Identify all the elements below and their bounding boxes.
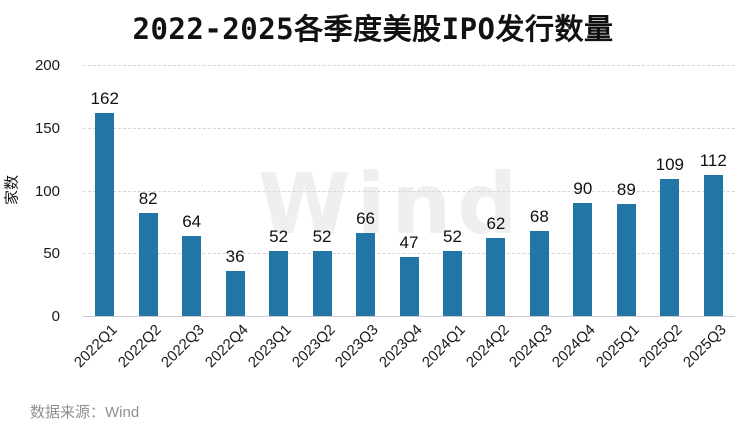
bar-2025Q2 [660, 179, 680, 316]
bar-value-2022Q4: 36 [225, 246, 245, 266]
gridline-200 [83, 65, 735, 66]
bar-2022Q1 [95, 112, 115, 316]
bar-value-2025Q2: 109 [655, 155, 684, 175]
x-tick-2024Q1: 2024Q1 [419, 321, 469, 372]
x-tick-2025Q2: 2025Q2 [636, 321, 687, 372]
bar-value-2024Q1: 52 [442, 226, 462, 246]
x-axis-line [83, 316, 735, 317]
x-tick-2023Q3: 2023Q3 [332, 321, 382, 372]
gridline-100 [83, 190, 735, 192]
bar-2023Q4 [399, 257, 419, 316]
y-tick-100: 100 [34, 182, 60, 200]
bar-value-2025Q1: 89 [616, 180, 636, 200]
bar-2024Q4 [573, 203, 593, 316]
bar-value-2023Q1: 52 [269, 226, 289, 246]
bar-value-2024Q3: 68 [529, 206, 549, 226]
bar-2022Q4 [225, 270, 245, 316]
bar-2025Q1 [616, 204, 636, 316]
x-tick-2024Q3: 2024Q3 [505, 321, 556, 372]
y-tick-150: 150 [34, 119, 60, 137]
gridline-50 [83, 253, 735, 255]
x-tick-2022Q3: 2022Q3 [158, 321, 208, 372]
bar-2024Q1 [442, 250, 462, 316]
bar-value-2024Q2: 62 [486, 214, 506, 234]
data-source-label: 数据来源：Wind [30, 404, 140, 421]
bar-value-2023Q4: 47 [399, 233, 419, 252]
y-tick-200: 200 [34, 57, 60, 74]
bar-value-2024Q4: 90 [573, 179, 593, 199]
chart-title: 2022-2025各季度美股IPO发行数量 [132, 12, 614, 46]
wind-watermark: Wind [258, 155, 524, 253]
x-tick-2025Q1: 2025Q1 [592, 321, 643, 372]
x-tick-2022Q4: 2022Q4 [201, 321, 252, 372]
bar-2022Q2 [138, 213, 158, 316]
bar-2023Q1 [269, 250, 289, 316]
x-tick-2024Q4: 2024Q4 [549, 321, 600, 372]
bar-2024Q2 [486, 238, 506, 316]
bar-2023Q3 [356, 233, 376, 316]
x-tick-2022Q2: 2022Q2 [114, 321, 165, 372]
bar-2025Q3 [703, 175, 723, 316]
bar-value-2023Q2: 52 [312, 226, 332, 246]
x-tick-2022Q1: 2022Q1 [71, 321, 122, 372]
bar-2022Q3 [182, 235, 202, 316]
x-tick-2023Q1: 2023Q1 [245, 321, 295, 372]
x-tick-2023Q4: 2023Q4 [375, 321, 426, 372]
bar-value-2022Q3: 64 [182, 211, 202, 231]
y-tick-0: 0 [51, 308, 60, 325]
bar-value-2023Q3: 66 [356, 209, 375, 229]
bar-2024Q3 [529, 230, 549, 316]
x-tick-2024Q2: 2024Q2 [462, 321, 513, 372]
y-tick-50: 50 [43, 245, 60, 263]
bar-value-2022Q2: 82 [138, 189, 158, 209]
x-tick-2025Q3: 2025Q3 [679, 321, 730, 372]
gridline-150 [83, 127, 735, 129]
bar-value-2025Q3: 112 [699, 151, 727, 171]
x-tick-2023Q2: 2023Q2 [288, 321, 339, 372]
bar-value-2022Q1: 162 [90, 88, 119, 108]
bar-2023Q2 [312, 250, 332, 316]
